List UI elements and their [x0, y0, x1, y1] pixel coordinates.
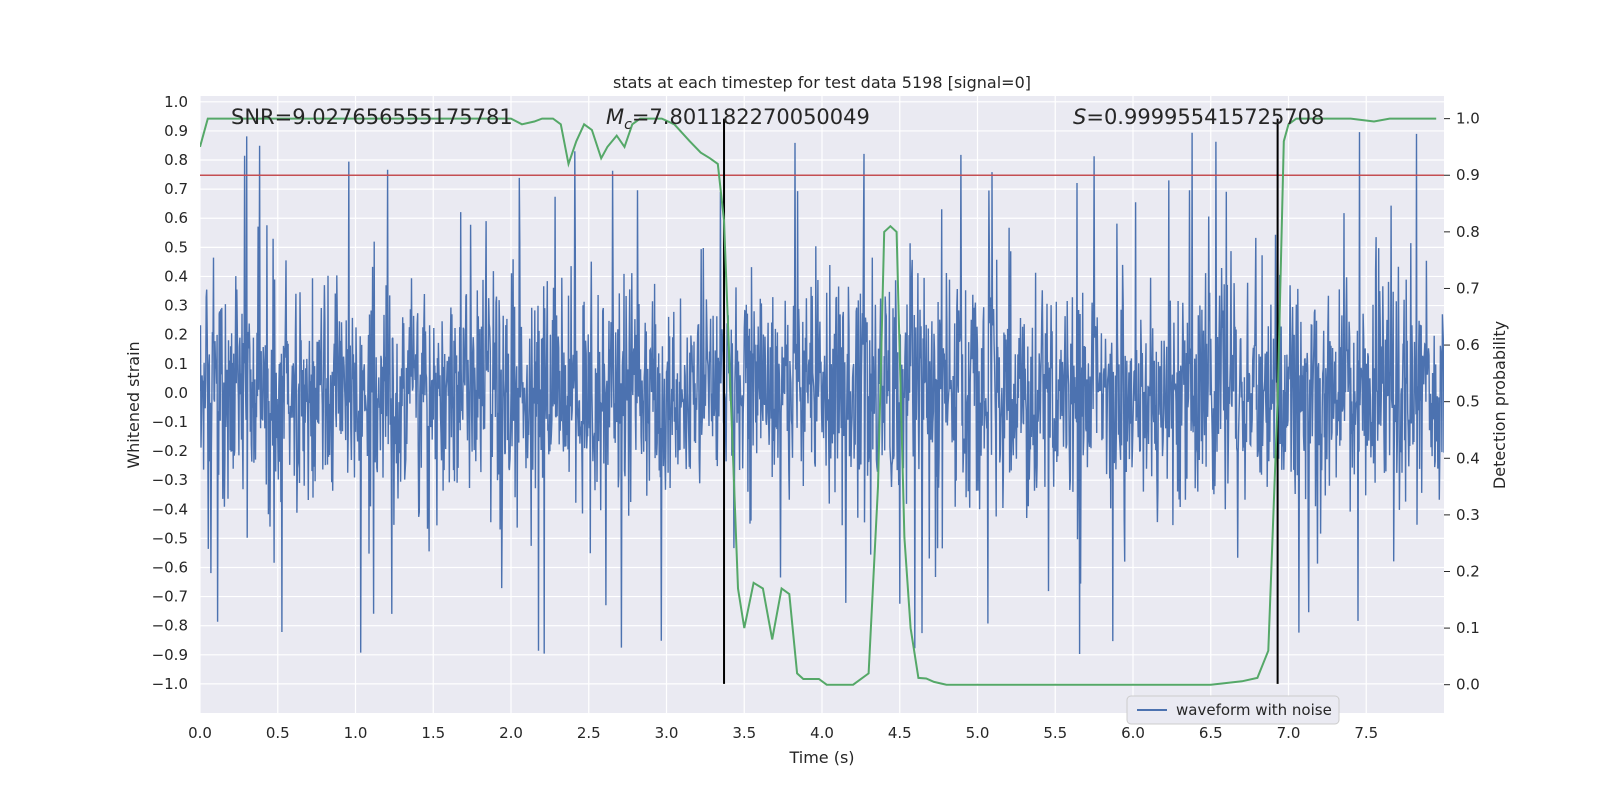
- snr-annotation: SNR=9.027656555175781: [231, 105, 513, 129]
- y-tick-label: 0.6: [164, 209, 188, 227]
- x-tick-label: 2.0: [499, 724, 523, 742]
- chirp-mass-value: =7.801182270050049: [632, 105, 870, 129]
- y2-tick-label: 0.1: [1456, 619, 1480, 637]
- chart-title: stats at each timestep for test data 519…: [613, 73, 1031, 92]
- waveform-line: [200, 132, 1444, 655]
- y-tick-label: −0.9: [152, 646, 188, 664]
- x-tick-label: 2.5: [577, 724, 601, 742]
- x-tick-label: 6.5: [1199, 724, 1223, 742]
- y-tick-label: −0.4: [152, 500, 188, 518]
- s-value: =0.999955415725708: [1086, 105, 1324, 129]
- y2-tick-label: 0.7: [1456, 279, 1480, 297]
- y-tick-label: 0.4: [164, 267, 188, 285]
- chirp-mass-subscript: c: [624, 117, 632, 133]
- y2-tick-label: 0.2: [1456, 562, 1480, 580]
- y-tick-label: 1.0: [164, 93, 188, 111]
- x-tick-label: 4.0: [810, 724, 834, 742]
- y2-tick-label: 1.0: [1456, 110, 1480, 128]
- y-tick-label: −0.7: [152, 588, 188, 606]
- y2-tick-label: 0.4: [1456, 449, 1480, 467]
- y2-tick-label: 0.3: [1456, 506, 1480, 524]
- chirp-mass-annotation: Mc=7.801182270050049: [606, 105, 870, 133]
- waveform-series: [200, 132, 1444, 655]
- x-tick-label: 5.5: [1043, 724, 1067, 742]
- legend-label-waveform: waveform with noise: [1176, 701, 1332, 719]
- x-tick-label: 0.0: [188, 724, 212, 742]
- y2-tick-label: 0.5: [1456, 393, 1480, 411]
- x-axis-label: Time (s): [788, 748, 854, 767]
- s-symbol: S: [1073, 105, 1086, 129]
- y-tick-label: 0.8: [164, 151, 188, 169]
- y-tick-label: −0.2: [152, 442, 188, 460]
- x-tick-label: 1.5: [421, 724, 445, 742]
- y-tick-label: 0.3: [164, 297, 188, 315]
- y2-tick-label: 0.8: [1456, 223, 1480, 241]
- y-tick-label: −0.3: [152, 471, 188, 489]
- y-tick-label: 0.9: [164, 122, 188, 140]
- legend: waveform with noise: [1126, 695, 1340, 725]
- x-tick-label: 1.0: [344, 724, 368, 742]
- y2-axis-label: Detection probability: [1490, 321, 1509, 489]
- y-axis-label: Whitened strain: [124, 341, 143, 468]
- y-tick-label: 0.0: [164, 384, 188, 402]
- y2-tick-label: 0.0: [1456, 676, 1480, 694]
- x-tick-label: 6.0: [1121, 724, 1145, 742]
- y-tick-label: 0.7: [164, 180, 188, 198]
- y-tick-label: −0.6: [152, 558, 188, 576]
- y-tick-label: −0.5: [152, 529, 188, 547]
- x-tick-label: 3.0: [655, 724, 679, 742]
- y-tick-label: −0.8: [152, 617, 188, 635]
- x-tick-label: 5.0: [966, 724, 990, 742]
- x-tick-label: 3.5: [732, 724, 756, 742]
- detection-probability-line: [200, 117, 1437, 686]
- y2-tick-label: 0.6: [1456, 336, 1480, 354]
- y-tick-label: −0.1: [152, 413, 188, 431]
- y-tick-label: 0.5: [164, 238, 188, 256]
- y-tick-label: 0.1: [164, 355, 188, 373]
- s-annotation: S=0.999955415725708: [1073, 105, 1324, 129]
- x-tick-label: 7.5: [1354, 724, 1378, 742]
- axes: 0.0 0.5 1.0 1.5 2.0 2.5 3.0 3.5 4.0 4.5 5.0 5.5 6.0 6…: [152, 93, 1480, 742]
- legend-box: [1126, 695, 1340, 725]
- x-tick-label: 0.5: [266, 724, 290, 742]
- x-tick-label: 7.0: [1277, 724, 1301, 742]
- x-tick-label: 4.5: [888, 724, 912, 742]
- y2-tick-label: 0.9: [1456, 166, 1480, 184]
- y-tick-label: −1.0: [152, 675, 188, 693]
- y-tick-label: 0.2: [164, 326, 188, 344]
- chirp-mass-symbol: M: [606, 105, 624, 129]
